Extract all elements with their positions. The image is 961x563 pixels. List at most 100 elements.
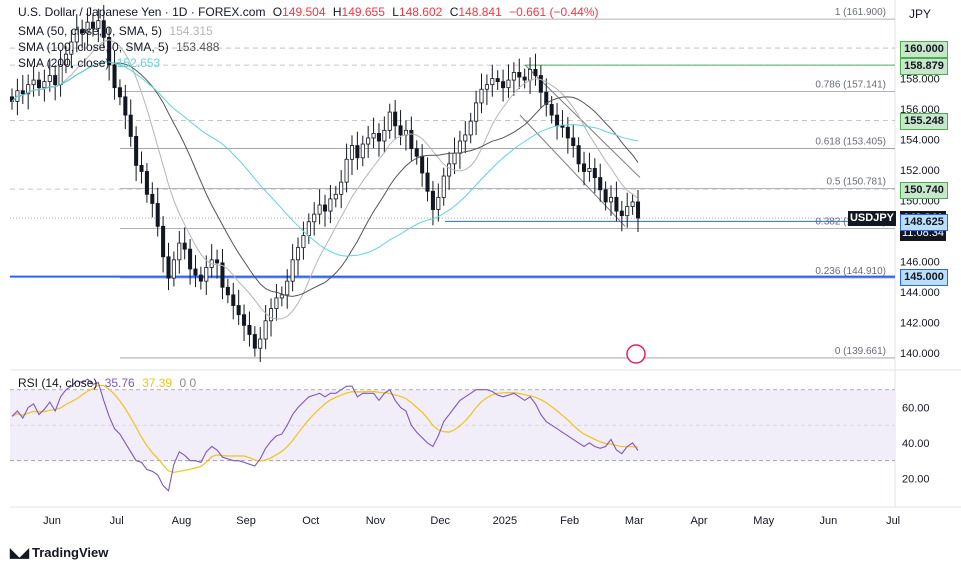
sma100-legend[interactable]: SMA (100, close, 0, SMA, 5) 153.488: [18, 40, 223, 54]
candle-body: [414, 148, 419, 157]
candle-body: [279, 294, 284, 299]
close-value: 148.841: [458, 5, 502, 19]
candle: [484, 74, 489, 105]
time-axis-label: Dec: [430, 515, 450, 527]
candle: [598, 163, 603, 202]
candle: [225, 278, 230, 304]
time-axis-label: 2025: [493, 515, 517, 527]
candle-body: [274, 297, 279, 309]
candle: [128, 99, 133, 147]
candle-body: [528, 69, 533, 81]
candle: [533, 53, 538, 86]
candle-body: [349, 145, 355, 160]
candle: [517, 58, 522, 90]
candle: [382, 116, 387, 154]
candle: [366, 125, 371, 158]
candle-body: [371, 132, 376, 139]
candle: [528, 57, 533, 94]
candle-body: [511, 72, 516, 81]
rsi-legend[interactable]: RSI (14, close) 35.76 37.39 0 0: [18, 376, 200, 390]
candle: [468, 112, 473, 144]
candle-body: [290, 259, 295, 282]
candle: [290, 244, 295, 292]
candle-body: [506, 79, 511, 89]
candle: [420, 144, 425, 187]
candle-body: [571, 137, 576, 146]
currency-label[interactable]: JPY: [908, 7, 931, 21]
candle: [414, 140, 419, 165]
candle: [355, 131, 360, 170]
candle: [107, 27, 112, 81]
price-tag-support: 148.625: [900, 213, 948, 231]
candle-body: [26, 84, 31, 95]
candle: [123, 84, 128, 129]
symbol-header: U.S. Dollar / Japanese Yen · 1D · FOREX.…: [18, 5, 603, 19]
sma50-legend[interactable]: SMA (50, close, 0, SMA, 5) 154.315: [18, 24, 217, 38]
candle-body: [242, 314, 247, 326]
candle-body: [376, 132, 381, 142]
candle: [204, 255, 209, 296]
high-value: 149.655: [341, 5, 385, 19]
candle: [441, 167, 446, 206]
candle: [474, 90, 479, 136]
candle-body: [549, 104, 554, 116]
candle-body: [123, 96, 128, 116]
candle-body: [360, 143, 365, 159]
sma50-line: [11, 39, 639, 320]
candle: [252, 326, 257, 357]
fib-level-label: 0.786 (157.141): [815, 80, 886, 91]
candle-body: [635, 201, 641, 219]
candle-body: [198, 274, 203, 282]
candle: [150, 182, 155, 218]
candle-body: [117, 87, 122, 98]
candle: [555, 103, 560, 140]
candle: [425, 157, 430, 202]
candle-body: [182, 242, 187, 250]
candle: [614, 181, 619, 222]
rsi-axis-label: 60.00: [902, 402, 930, 414]
candle: [565, 117, 570, 154]
candle: [69, 29, 74, 69]
candle-body: [501, 81, 506, 89]
candle: [376, 123, 381, 157]
candle-body: [69, 41, 74, 55]
candle: [333, 185, 338, 208]
candle-body: [625, 206, 630, 217]
low-value: 148.602: [398, 5, 443, 19]
change-value: −0.661 (−0.44%): [509, 5, 599, 19]
price-axis-label: 140.000: [900, 348, 940, 360]
candle: [90, 13, 95, 37]
candle: [198, 266, 203, 290]
candle: [193, 255, 198, 288]
candle-body: [247, 324, 252, 335]
candle-body: [171, 259, 176, 279]
low-label: L: [392, 5, 399, 19]
candle: [295, 237, 301, 276]
candle: [63, 45, 68, 74]
candle: [608, 185, 614, 216]
candle: [9, 88, 15, 110]
time-axis-label: Jul: [886, 515, 900, 527]
candle: [258, 327, 263, 363]
time-axis-label: Jun: [820, 515, 838, 527]
time-axis-label: Feb: [560, 515, 579, 527]
candle: [301, 221, 306, 260]
candle: [457, 130, 462, 169]
candle-body: [452, 152, 457, 165]
fib-level-label: 0.5 (150.781): [827, 177, 887, 188]
rsi-value: 35.76: [104, 376, 135, 390]
candle: [511, 62, 516, 96]
candle-body: [215, 259, 220, 264]
time-axis-label: Nov: [366, 515, 386, 527]
flash-icon[interactable]: [626, 344, 646, 364]
sma200-legend[interactable]: SMA (200, close) 152.653: [18, 56, 164, 70]
sma200-line: [11, 61, 639, 257]
candle-body: [382, 129, 387, 142]
candle-body: [598, 177, 603, 191]
candle-body: [139, 164, 144, 172]
candle-body: [269, 308, 274, 322]
candle: [344, 143, 349, 193]
candle-body: [344, 158, 349, 183]
tradingview-logo[interactable]: ◣◢ TradingView: [10, 545, 108, 561]
